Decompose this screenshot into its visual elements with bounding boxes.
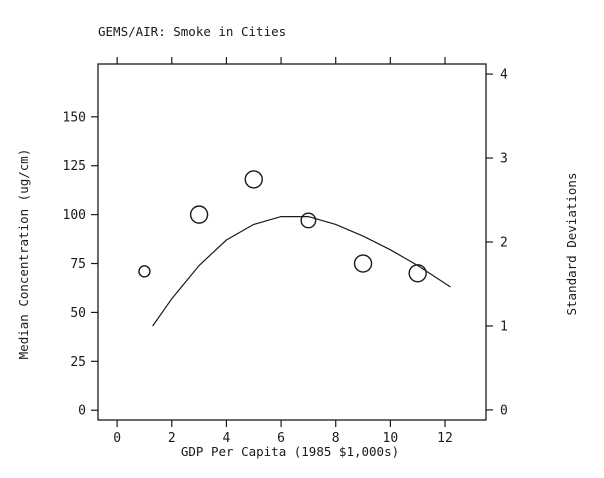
x-tick-label: 8 <box>332 431 340 446</box>
x-tick-label: 12 <box>437 431 453 446</box>
x-tick-label: 10 <box>383 431 399 446</box>
y2-tick-label: 1 <box>500 319 508 334</box>
y-tick-label: 150 <box>63 110 86 125</box>
y-tick-label: 125 <box>63 159 86 174</box>
x-axis-title: GDP Per Capita (1985 $1,000s) <box>181 444 399 459</box>
data-point <box>189 205 209 224</box>
y2-tick-label: 2 <box>500 236 508 251</box>
x-tick-label: 6 <box>277 431 285 446</box>
data-point <box>138 265 151 278</box>
y2-tick-label: 0 <box>500 403 508 418</box>
y2-tick-label: 4 <box>500 68 508 83</box>
y-tick-label: 50 <box>70 306 86 321</box>
axis-ticks <box>91 57 493 427</box>
x-tick-label: 2 <box>168 431 176 446</box>
y-tick-label: 0 <box>78 404 86 419</box>
data-points <box>138 170 427 283</box>
data-point <box>244 170 263 189</box>
chart-title: GEMS/AIR: Smoke in Cities <box>98 24 286 39</box>
y-axis-title: Median Concentration (ug/cm) <box>16 149 31 360</box>
y-tick-label: 100 <box>63 208 86 223</box>
x-tick-label: 4 <box>223 431 231 446</box>
y-tick-label: 25 <box>70 355 86 370</box>
data-point <box>408 264 427 283</box>
y-tick-label: 75 <box>70 257 86 272</box>
x-tick-label: 0 <box>113 431 121 446</box>
y2-tick-label: 3 <box>500 152 508 167</box>
data-point <box>300 212 317 229</box>
data-point <box>353 254 373 273</box>
fit-line <box>152 216 451 327</box>
plot-frame <box>97 63 487 421</box>
y2-axis-title: Standard Deviations <box>564 173 579 316</box>
